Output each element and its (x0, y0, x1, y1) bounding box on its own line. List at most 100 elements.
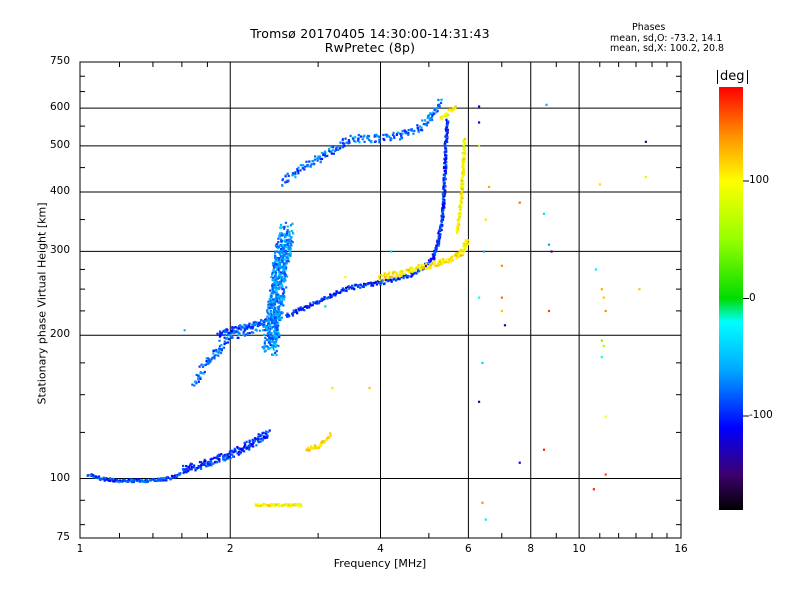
echo-point (285, 275, 289, 278)
echo-point (157, 478, 160, 481)
echo-point (225, 341, 228, 345)
echo-point (467, 239, 470, 242)
echo-point (361, 285, 364, 288)
echo-point (136, 479, 139, 482)
echo-point (460, 198, 463, 201)
echo-point (345, 289, 348, 292)
echo-point (258, 321, 261, 324)
echo-point (274, 319, 278, 322)
echo-point (347, 285, 350, 288)
echo-point (439, 225, 442, 228)
echo-point (320, 297, 323, 300)
echo-point (406, 274, 409, 277)
echo-point (462, 140, 465, 144)
echo-point (458, 215, 461, 218)
echo-point (438, 105, 441, 108)
echo-point (378, 140, 381, 144)
echo-point (327, 296, 330, 299)
echo-point (218, 339, 221, 342)
echo-point (457, 218, 460, 221)
echo-point (461, 165, 464, 168)
echo-point (327, 435, 330, 439)
echo-point (254, 504, 257, 507)
echo-point (463, 249, 466, 252)
echo-point (99, 477, 102, 480)
echo-point (443, 194, 446, 197)
echo-point (463, 146, 467, 149)
echo-point (288, 240, 291, 243)
echo-point (484, 218, 487, 221)
echo-point (477, 105, 481, 108)
echo-point (277, 261, 280, 264)
echo-point (277, 276, 280, 280)
echo-point (183, 468, 187, 471)
echo-point (272, 292, 275, 295)
echo-point (461, 171, 464, 174)
echo-point (187, 470, 190, 473)
echo-point (283, 277, 286, 280)
echo-point (311, 304, 314, 307)
echo-point (215, 348, 218, 352)
echo-point (410, 128, 413, 131)
echo-point (242, 333, 245, 336)
echo-point (335, 147, 338, 150)
echo-point (273, 504, 276, 508)
echo-point (318, 157, 321, 160)
echo-point (331, 294, 334, 297)
echo-point (200, 461, 203, 464)
echo-point (115, 478, 119, 481)
echo-point (436, 240, 439, 244)
echo-point (287, 246, 291, 249)
echo-point (390, 280, 393, 283)
echo-point (411, 270, 414, 274)
echo-point (225, 328, 228, 331)
echo-point (265, 345, 268, 348)
echo-point (99, 478, 102, 481)
echo-point (111, 479, 114, 482)
echo-point (285, 504, 288, 507)
echo-point (288, 241, 291, 244)
echo-point (328, 432, 332, 435)
echo-point (281, 239, 284, 243)
echo-point (431, 115, 434, 118)
echo-point (232, 329, 235, 332)
echo-point (455, 255, 459, 258)
echo-point (203, 458, 206, 461)
echo-point (420, 128, 423, 132)
echo-point (199, 464, 203, 467)
echo-point (441, 210, 444, 214)
echo-point (233, 447, 236, 450)
echo-point (404, 132, 408, 135)
echo-point (347, 287, 351, 290)
echo-point (223, 340, 226, 343)
echo-point (382, 274, 386, 278)
echo-point (308, 160, 311, 163)
echo-point (315, 447, 318, 450)
echo-point (144, 479, 147, 482)
echo-point (431, 113, 434, 117)
echo-point (268, 334, 272, 337)
echo-point (223, 336, 226, 339)
echo-point (460, 182, 463, 185)
echo-point (287, 256, 290, 260)
echo-point (294, 176, 297, 179)
echo-point (218, 330, 222, 333)
echo-point (307, 446, 310, 449)
echo-point (199, 466, 202, 469)
echo-point (273, 304, 276, 307)
echo-point (253, 439, 257, 443)
echo-point (440, 118, 443, 121)
echo-point (109, 478, 112, 481)
echo-point (417, 130, 420, 134)
echo-point (200, 363, 203, 366)
echo-point (279, 251, 282, 255)
echo-point (444, 159, 447, 162)
echo-point (282, 503, 286, 506)
echo-point (216, 457, 219, 461)
echo-point (600, 356, 603, 359)
echo-point (273, 303, 277, 306)
echo-point (442, 181, 445, 184)
echo-point (281, 244, 284, 247)
echo-point (273, 321, 276, 325)
echo-point (297, 166, 300, 169)
